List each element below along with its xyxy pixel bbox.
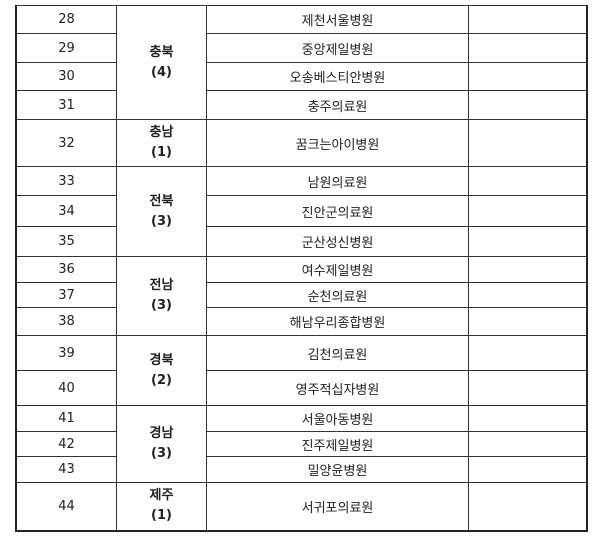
- hospital-name: 서귀포의료원: [206, 482, 469, 531]
- hospital-name: 진안군의료원: [206, 195, 469, 227]
- row-number: 28: [15, 5, 117, 34]
- row-number: 33: [15, 166, 117, 196]
- hospital-name: 중앙제일병원: [206, 33, 469, 63]
- table-row: 40 영주적십자병원: [15, 370, 588, 406]
- region-count: (4): [151, 64, 172, 80]
- hospital-name: 제천서울병원: [206, 5, 469, 34]
- empty-cell: [468, 256, 588, 283]
- hospital-name: 충주의료원: [206, 90, 469, 120]
- hospital-name: 밀양윤병원: [206, 456, 469, 483]
- table-row: 38 해남우리종합병원: [15, 307, 588, 336]
- hospital-name: 김천의료원: [206, 335, 469, 371]
- region-count: (1): [151, 145, 172, 160]
- row-number: 38: [15, 307, 117, 336]
- empty-cell: [468, 90, 588, 120]
- region-name: 제주: [149, 488, 174, 504]
- row-number: 42: [15, 431, 117, 457]
- row-number: 43: [15, 456, 117, 483]
- row-number: 40: [15, 370, 117, 406]
- region-name: 충북: [149, 44, 174, 60]
- region-count: (3): [151, 446, 172, 461]
- region-cell: 전북 (3): [116, 166, 207, 257]
- empty-cell: [468, 370, 588, 406]
- region-name: 경북: [149, 352, 174, 368]
- empty-cell: [468, 166, 588, 196]
- table-row: 36 전남 (3) 여수제일병원: [15, 256, 588, 336]
- row-number: 41: [15, 405, 117, 432]
- empty-cell: [468, 282, 588, 308]
- row-number: 44: [15, 482, 117, 531]
- region-cell: 경북 (2): [116, 335, 207, 406]
- hospital-name: 진주제일병원: [206, 431, 469, 457]
- empty-cell: [468, 62, 588, 91]
- table-row: 39 경북 (2) 김천의료원: [15, 335, 588, 406]
- hospital-name: 서울아동병원: [206, 405, 469, 432]
- empty-cell: [468, 431, 588, 457]
- region-count: (1): [151, 508, 172, 524]
- region-name: 전북: [149, 193, 174, 209]
- hospital-name: 해남우리종합병원: [206, 307, 469, 336]
- row-number: 31: [15, 90, 117, 120]
- row-number: 32: [15, 119, 117, 167]
- empty-cell: [468, 195, 588, 227]
- table-row: 30 오송베스티안병원: [15, 62, 588, 91]
- empty-cell: [468, 307, 588, 336]
- hospital-name: 꿈크는아이병원: [206, 119, 469, 167]
- row-number: 37: [15, 282, 117, 308]
- hospital-name: 순천의료원: [206, 282, 469, 308]
- row-number: 39: [15, 335, 117, 371]
- table-row: 42 진주제일병원: [15, 431, 588, 457]
- table-row: 32 충남 (1) 꿈크는아이병원: [15, 119, 588, 167]
- region-count: (3): [151, 213, 172, 229]
- region-cell: 전남 (3): [116, 256, 207, 336]
- region-cell: 충남 (1): [116, 119, 207, 167]
- empty-cell: [468, 33, 588, 63]
- table-row: 35 군산성신병원: [15, 226, 588, 257]
- hospital-name: 군산성신병원: [206, 226, 469, 257]
- row-number: 35: [15, 226, 117, 257]
- table-row: 41 경남 (3) 서울아동병원: [15, 405, 588, 483]
- row-number: 34: [15, 195, 117, 227]
- region-name: 전남: [149, 278, 174, 293]
- table-row: 31 충주의료원: [15, 90, 588, 120]
- region-count: (3): [151, 298, 172, 313]
- empty-cell: [468, 335, 588, 371]
- empty-cell: [468, 119, 588, 167]
- row-number: 29: [15, 33, 117, 63]
- hospital-name: 여수제일병원: [206, 256, 469, 283]
- region-name: 경남: [149, 426, 174, 441]
- hospital-name: 남원의료원: [206, 166, 469, 196]
- region-count: (2): [151, 372, 172, 388]
- region-cell: 제주 (1): [116, 482, 207, 531]
- table-row: 34 진안군의료원: [15, 195, 588, 227]
- region-cell: 경남 (3): [116, 405, 207, 483]
- hospital-name: 영주적십자병원: [206, 370, 469, 406]
- empty-cell: [468, 405, 588, 432]
- table-row: 28 충북 (4) 제천서울병원: [15, 5, 588, 120]
- table-row: 37 순천의료원: [15, 282, 588, 308]
- row-number: 36: [15, 256, 117, 283]
- table-row: 29 중앙제일병원: [15, 33, 588, 63]
- hospital-table: 28 충북 (4) 제천서울병원 29 중앙제일병원 30 오송베스티안병원 31 충주의료원 32…: [15, 5, 588, 532]
- empty-cell: [468, 226, 588, 257]
- empty-cell: [468, 482, 588, 531]
- region-name: 충남: [149, 125, 174, 140]
- table-row: 43 밀양윤병원: [15, 456, 588, 483]
- row-number: 30: [15, 62, 117, 91]
- hospital-name: 오송베스티안병원: [206, 62, 469, 91]
- empty-cell: [468, 5, 588, 34]
- empty-cell: [468, 456, 588, 483]
- region-cell: 충북 (4): [116, 5, 207, 120]
- table-row: 44 제주 (1) 서귀포의료원: [15, 482, 588, 531]
- table-row: 33 전북 (3) 남원의료원: [15, 166, 588, 257]
